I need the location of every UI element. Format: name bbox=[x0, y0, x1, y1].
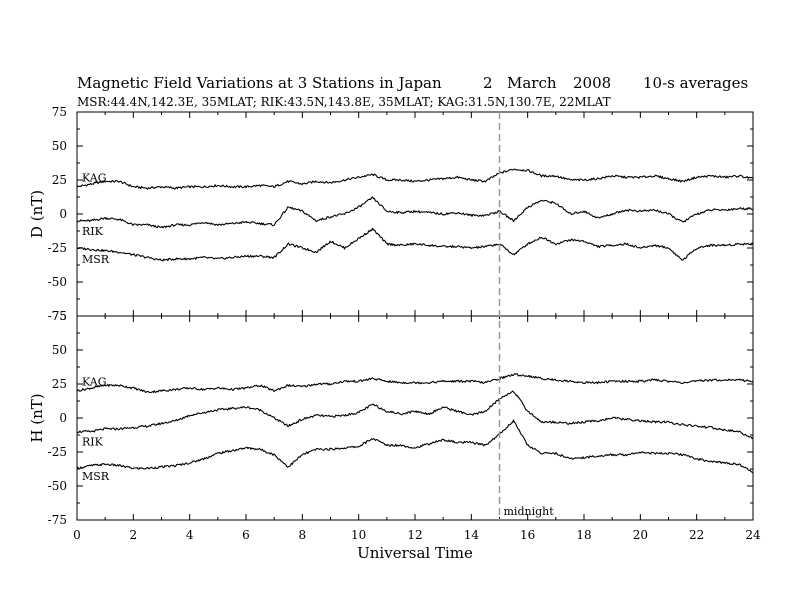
series-line-d-rik bbox=[76, 196, 754, 229]
ylabel-h: H (nT) bbox=[28, 393, 46, 442]
series-line-h-rik bbox=[76, 390, 754, 440]
xtick-label-7: 14 bbox=[464, 528, 480, 542]
chart-title: Magnetic Field Variations at 3 Stations … bbox=[77, 74, 442, 92]
xtick-label-10: 20 bbox=[633, 528, 648, 542]
ytick-label-d-2: -25 bbox=[48, 241, 67, 255]
xtick-label-12: 24 bbox=[745, 528, 761, 542]
xtick-label-2: 4 bbox=[186, 528, 194, 542]
ytick-label-h-3: 0 bbox=[59, 411, 67, 425]
ytick-label-d-6: 75 bbox=[52, 105, 67, 119]
xtick-label-8: 16 bbox=[520, 528, 535, 542]
series-label-h-msr: MSR bbox=[82, 470, 110, 483]
ytick-label-d-0: -75 bbox=[48, 309, 67, 323]
ytick-label-h-4: 25 bbox=[52, 377, 67, 391]
ytick-label-h-6: 75 bbox=[52, 309, 67, 323]
plot-frame-d bbox=[76, 111, 754, 317]
midnight-label: midnight bbox=[504, 505, 555, 518]
xtick-label-9: 18 bbox=[576, 528, 591, 542]
ytick-label-h-5: 50 bbox=[52, 343, 67, 357]
midnight-overlay: midnight bbox=[498, 112, 555, 520]
xtick-label-11: 22 bbox=[689, 528, 704, 542]
series-line-d-kag bbox=[76, 168, 754, 190]
xtick-label-1: 2 bbox=[130, 528, 138, 542]
date-year: 2008 bbox=[573, 74, 611, 92]
ytick-label-d-1: -50 bbox=[48, 275, 67, 289]
ytick-label-h-0: -75 bbox=[48, 513, 67, 527]
ytick-label-h-2: -25 bbox=[48, 445, 67, 459]
averaging-label: 10-s averages bbox=[643, 74, 748, 92]
ytick-label-h-1: -50 bbox=[48, 479, 67, 493]
series-label-d-msr: MSR bbox=[82, 253, 110, 266]
date-month: March bbox=[507, 74, 557, 92]
series-line-h-kag bbox=[76, 373, 754, 394]
series-line-d-msr bbox=[76, 227, 754, 262]
xlabel: Universal Time bbox=[357, 544, 473, 562]
series-label-d-rik: RIK bbox=[82, 225, 104, 238]
stations-subtitle: MSR:44.4N,142.3E, 35MLAT; RIK:43.5N,143.… bbox=[77, 95, 611, 109]
ylabel-d: D (nT) bbox=[28, 190, 46, 238]
xtick-label-6: 12 bbox=[407, 528, 422, 542]
xtick-label-0: 0 bbox=[73, 528, 81, 542]
xtick-label-3: 6 bbox=[242, 528, 250, 542]
series-label-d-kag: KAG bbox=[82, 172, 107, 185]
panel-declination: -75 -50 -25 0 25 50 75 D (nT) KAG RIK MSR bbox=[28, 105, 754, 323]
ytick-label-d-4: 25 bbox=[52, 173, 67, 187]
series-line-h-msr bbox=[76, 419, 754, 474]
xtick-label-5: 10 bbox=[351, 528, 366, 542]
plot-frame-h bbox=[76, 315, 754, 521]
series-label-h-rik: RIK bbox=[82, 436, 104, 449]
series-label-h-kag: KAG bbox=[82, 376, 107, 389]
date-day: 2 bbox=[483, 74, 493, 92]
xtick-label-4: 8 bbox=[299, 528, 307, 542]
ytick-label-d-5: 50 bbox=[52, 139, 67, 153]
ytick-label-d-3: 0 bbox=[59, 207, 67, 221]
